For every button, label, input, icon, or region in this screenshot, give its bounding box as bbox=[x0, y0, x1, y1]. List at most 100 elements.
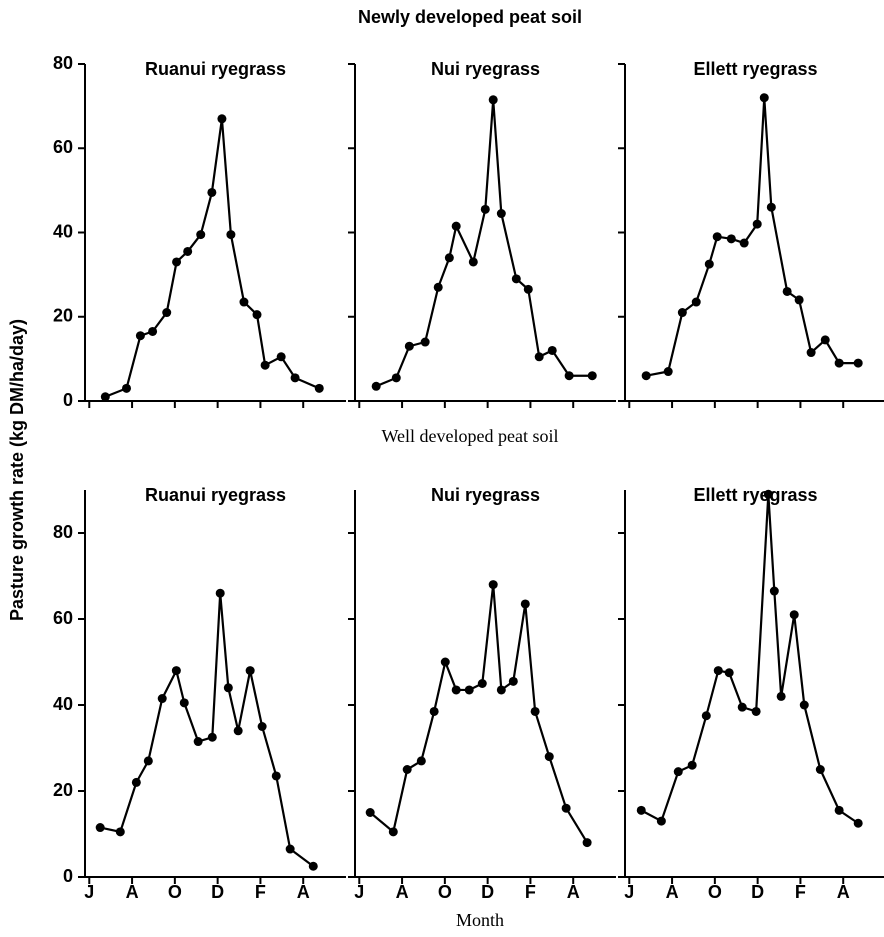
data-point bbox=[179, 698, 189, 708]
data-point bbox=[806, 348, 816, 358]
data-point bbox=[314, 383, 324, 393]
data-point bbox=[488, 580, 498, 590]
data-point bbox=[444, 253, 454, 263]
data-point bbox=[547, 345, 557, 355]
y-tick-label: 0 bbox=[63, 390, 73, 410]
data-point bbox=[724, 668, 734, 678]
y-tick-label: 60 bbox=[53, 137, 73, 157]
data-point bbox=[100, 392, 110, 402]
data-point bbox=[115, 827, 125, 837]
data-point bbox=[691, 297, 701, 307]
y-tick-label: 0 bbox=[63, 866, 73, 886]
data-point bbox=[799, 700, 809, 710]
y-tick-label: 20 bbox=[53, 780, 73, 800]
series-line bbox=[99, 593, 314, 868]
y-tick-label: 60 bbox=[53, 608, 73, 628]
data-point bbox=[172, 257, 182, 267]
x-tick-label: F bbox=[525, 882, 536, 902]
x-tick-label: A bbox=[126, 882, 139, 902]
panel-title: Nui ryegrass bbox=[431, 485, 540, 505]
x-tick-label: A bbox=[666, 882, 679, 902]
data-point bbox=[223, 683, 233, 693]
data-point bbox=[769, 586, 779, 596]
y-tick-label: 40 bbox=[53, 221, 73, 241]
data-point bbox=[763, 489, 773, 499]
x-tick-label: J bbox=[354, 882, 364, 902]
data-point bbox=[207, 187, 217, 197]
data-point bbox=[677, 308, 687, 318]
data-point bbox=[508, 676, 518, 686]
data-point bbox=[815, 765, 825, 774]
data-point bbox=[388, 827, 398, 837]
data-point bbox=[687, 760, 697, 770]
data-point bbox=[391, 373, 401, 383]
data-point bbox=[656, 816, 666, 826]
panel-title: Ruanui ryegrass bbox=[145, 59, 286, 79]
panel-title: Nui ryegrass bbox=[431, 59, 540, 79]
x-tick-label: J bbox=[84, 882, 94, 902]
x-tick-label: A bbox=[837, 882, 850, 902]
data-point bbox=[834, 805, 844, 815]
data-point bbox=[544, 752, 554, 762]
data-point bbox=[853, 358, 863, 368]
data-point bbox=[582, 838, 592, 848]
data-point bbox=[587, 371, 597, 381]
data-point bbox=[207, 732, 217, 742]
data-point bbox=[520, 599, 530, 609]
x-tick-label: F bbox=[795, 882, 806, 902]
data-point bbox=[523, 284, 533, 294]
data-point bbox=[530, 706, 540, 716]
data-point bbox=[429, 706, 439, 716]
data-point bbox=[122, 383, 132, 393]
data-point bbox=[480, 204, 490, 214]
data-point bbox=[704, 259, 714, 269]
data-point bbox=[853, 818, 863, 828]
data-point bbox=[477, 679, 487, 688]
series-line bbox=[640, 494, 859, 825]
data-point bbox=[713, 666, 723, 676]
series-line bbox=[645, 97, 859, 377]
x-tick-label: O bbox=[168, 882, 182, 902]
data-point bbox=[641, 371, 651, 381]
data-point bbox=[440, 657, 450, 667]
y-axis-label: Pasture growth rate (kg DM/ha/day) bbox=[7, 319, 27, 621]
data-point bbox=[561, 803, 571, 813]
y-tick-label: 80 bbox=[53, 522, 73, 542]
data-point bbox=[451, 221, 461, 231]
x-tick-label: D bbox=[211, 882, 224, 902]
section-title: Well developed peat soil bbox=[382, 426, 559, 446]
data-point bbox=[739, 238, 749, 248]
data-point bbox=[782, 286, 792, 296]
data-point bbox=[433, 282, 443, 292]
data-point bbox=[420, 337, 430, 347]
y-tick-label: 40 bbox=[53, 694, 73, 714]
data-point bbox=[636, 805, 646, 815]
data-point bbox=[196, 230, 206, 240]
data-point bbox=[402, 765, 412, 774]
data-point bbox=[464, 685, 474, 695]
data-point bbox=[496, 685, 506, 695]
x-tick-label: A bbox=[396, 882, 409, 902]
data-point bbox=[308, 861, 318, 871]
data-point bbox=[752, 219, 762, 229]
x-tick-label: A bbox=[297, 882, 310, 902]
x-tick-label: D bbox=[751, 882, 764, 902]
series-line bbox=[104, 118, 320, 398]
y-tick-label: 80 bbox=[53, 53, 73, 73]
data-point bbox=[183, 246, 193, 256]
data-point bbox=[789, 610, 799, 620]
series-line bbox=[369, 584, 589, 844]
data-point bbox=[143, 756, 153, 766]
data-point bbox=[834, 358, 844, 368]
data-point bbox=[257, 722, 267, 731]
data-point bbox=[276, 352, 286, 362]
data-point bbox=[759, 93, 769, 103]
data-point bbox=[131, 777, 141, 787]
data-point bbox=[157, 694, 167, 704]
data-point bbox=[534, 352, 544, 362]
data-point bbox=[404, 341, 414, 351]
data-point bbox=[271, 771, 281, 781]
data-point bbox=[215, 588, 225, 598]
x-axis-label: Month bbox=[456, 910, 504, 930]
